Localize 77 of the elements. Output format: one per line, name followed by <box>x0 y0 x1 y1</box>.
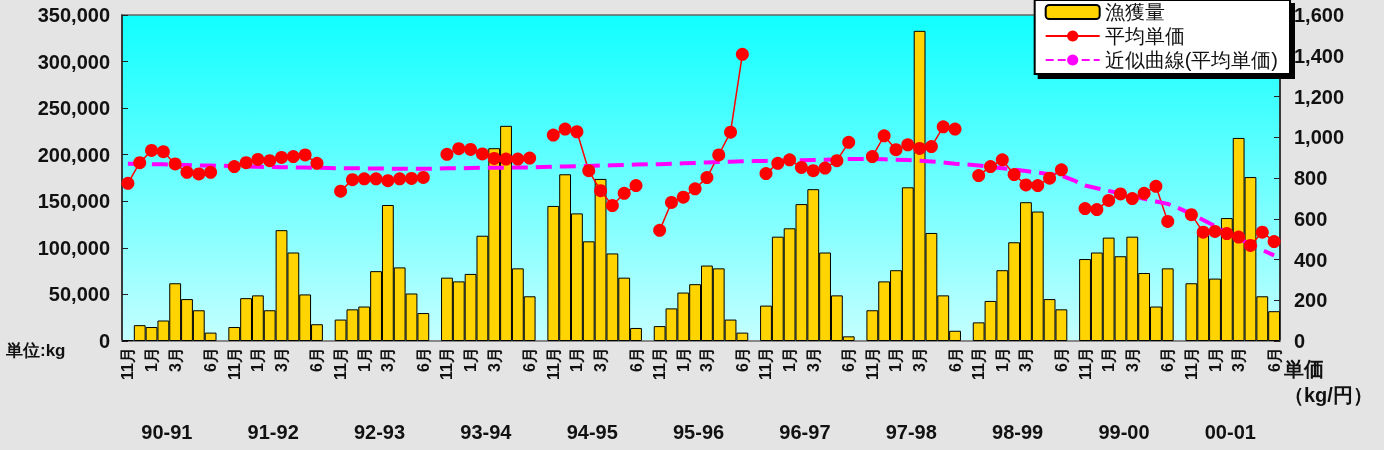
x-tick-label: 6月 <box>521 347 539 372</box>
x-tick-label: 1月 <box>143 347 161 372</box>
x-tick-label: 3月 <box>911 347 929 372</box>
x-tick-label: 3月 <box>1017 347 1035 372</box>
x-tick-label: 1月 <box>1100 347 1118 372</box>
x-tick-label: 6月 <box>308 347 326 372</box>
text: 99-00 <box>1098 421 1150 443</box>
x-tick-label: 1月 <box>887 347 905 372</box>
x-tick-label: 6月 <box>733 347 751 372</box>
x-tick-label: 1月 <box>355 347 373 372</box>
y2-tick-label: 600 <box>1294 207 1328 230</box>
x-tick-label: 3月 <box>166 347 184 372</box>
text: 97-98 <box>885 421 937 443</box>
text: 91-92 <box>247 421 299 443</box>
legend-label: 近似曲線(平均単価) <box>1104 49 1279 71</box>
y2-axis-title: 単価（kg/円） <box>1283 358 1373 406</box>
x-tick-label: 3月 <box>804 347 822 372</box>
x-tick-label: 6月 <box>946 347 964 372</box>
x-tick-label: 1月 <box>568 347 586 372</box>
x-tick-label: 1月 <box>674 347 692 372</box>
text: 90-91 <box>141 421 193 443</box>
x-tick-label: 1月 <box>1206 347 1224 372</box>
x-tick-label: 11月 <box>1182 347 1200 380</box>
x-tick-label: 6月 <box>840 347 858 372</box>
x-tick-label: 11月 <box>1076 347 1094 380</box>
y2-tick-label: 1,600 <box>1294 4 1345 26</box>
text: 94-95 <box>566 421 618 443</box>
legend-label: 漁獲量 <box>1104 1 1165 23</box>
x-tick-label: 3月 <box>485 347 503 372</box>
y2-tick-label: 800 <box>1294 167 1328 189</box>
x-tick-label: 11月 <box>757 347 775 380</box>
legend-label: 平均単価 <box>1104 25 1185 47</box>
text: 92-93 <box>353 421 406 443</box>
x-tick-label: 11月 <box>119 347 137 380</box>
x-tick-label: 1月 <box>781 347 799 372</box>
y-axis-title: 単位:kg <box>5 341 66 360</box>
x-tick-label: 1月 <box>462 347 480 372</box>
x-tick-label: 6月 <box>627 347 645 372</box>
text: 95-96 <box>673 421 725 443</box>
y-tick-label: 300,000 <box>37 50 110 73</box>
x-tick-label: 1月 <box>993 347 1011 372</box>
x-tick-label: 6月 <box>414 347 432 372</box>
x-tick-label: 11月 <box>970 347 988 380</box>
y-tick-label: 50,000 <box>48 283 110 306</box>
x-tick-label: 6月 <box>1052 347 1070 372</box>
y2-tick-label: 0 <box>1294 330 1306 352</box>
y-tick-label: 200,000 <box>37 143 110 166</box>
text: 96-97 <box>779 421 831 443</box>
y2-tick-label: 400 <box>1294 248 1328 271</box>
x-tick-label: 3月 <box>1230 347 1248 372</box>
x-tick-label: 11月 <box>225 347 243 380</box>
x-tick-label: 1月 <box>249 347 267 372</box>
x-tick-label: 3月 <box>1123 347 1141 372</box>
y2-tick-label: 1,400 <box>1294 44 1345 67</box>
y-tick-label: 250,000 <box>37 97 110 120</box>
x-tick-label: 11月 <box>863 347 881 380</box>
text: 00-01 <box>1204 421 1256 443</box>
text: 93-94 <box>460 421 513 443</box>
x-tick-label: 11月 <box>332 347 350 380</box>
y2-tick-label: 1,000 <box>1294 126 1345 149</box>
x-tick-label: 3月 <box>379 347 397 372</box>
x-tick-label: 6月 <box>202 347 220 372</box>
y-tick-label: 0 <box>98 330 110 352</box>
y2-tick-label: 1,200 <box>1294 85 1345 108</box>
text: 98-99 <box>992 421 1044 443</box>
x-tick-label: 3月 <box>273 347 291 372</box>
y-tick-label: 350,000 <box>37 4 110 26</box>
x-tick-label: 3月 <box>592 347 610 372</box>
x-tick-label: 6月 <box>1159 347 1177 372</box>
x-tick-label: 3月 <box>698 347 716 372</box>
y-tick-label: 100,000 <box>37 236 110 259</box>
x-tick-label: 11月 <box>438 347 456 380</box>
x-tick-label: 11月 <box>651 347 669 380</box>
y-tick-label: 150,000 <box>37 190 110 213</box>
x-tick-label: 11月 <box>544 347 562 380</box>
x-tick-label: 6月 <box>1265 347 1283 372</box>
y2-tick-label: 200 <box>1294 289 1328 312</box>
